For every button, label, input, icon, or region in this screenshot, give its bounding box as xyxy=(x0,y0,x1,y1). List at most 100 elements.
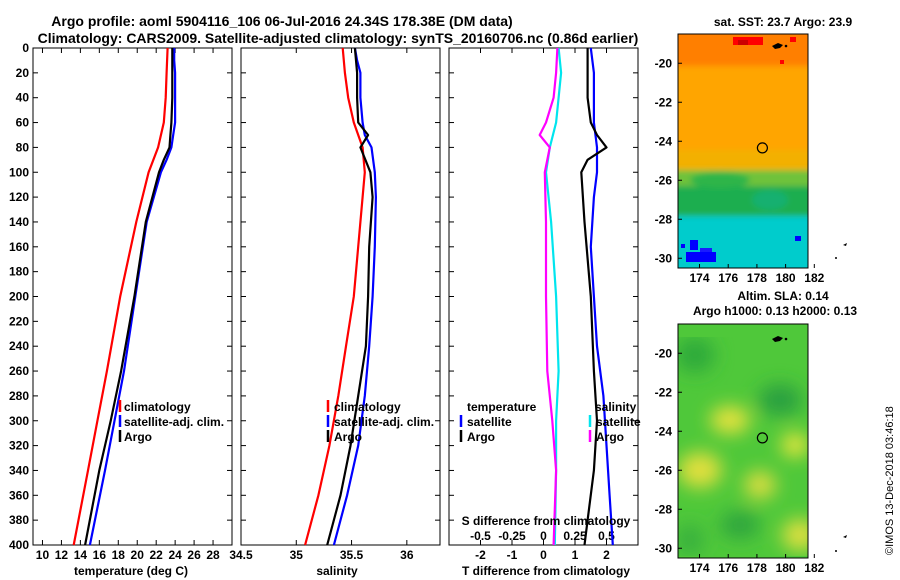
x-tick-label: 28 xyxy=(206,548,220,562)
difference-series xyxy=(538,47,614,546)
series-line-climatology xyxy=(72,47,169,546)
depth-tick-label: 320 xyxy=(9,439,29,453)
sla-map-title: Altim. SLA: 0.14 xyxy=(737,289,829,303)
difference-temperature-legend: temperature satellite Argo xyxy=(459,400,537,444)
series-line-satellite-adj-clim- xyxy=(88,48,177,546)
sst-map-islands xyxy=(772,43,847,259)
x-tick-label: 36 xyxy=(400,548,414,562)
depth-tick-label: 60 xyxy=(16,116,30,130)
map-x-tick-label: 174 xyxy=(690,561,710,575)
sla-map-islands xyxy=(772,336,847,552)
map-x-tick-label: 176 xyxy=(718,561,738,575)
s-axis-tick-label: -0.25 xyxy=(498,529,526,543)
series-line-argo xyxy=(84,48,174,546)
x-tick-label: 2 xyxy=(603,548,610,562)
map-x-tick-label: 178 xyxy=(747,271,767,285)
sla-map-axes: 174 176 178 180 182 -20 -22 -24 -26 -28 -30 xyxy=(655,346,825,575)
map-y-tick-label: -24 xyxy=(655,424,673,438)
temperature-plot-frame xyxy=(32,47,233,546)
series-line-satellite-adj-clim- xyxy=(332,47,377,546)
map-y-tick-label: -30 xyxy=(655,541,673,555)
map-y-tick-label: -24 xyxy=(655,134,673,148)
depth-tick-label: 220 xyxy=(9,314,29,328)
legend-label-satellite: satellite-adj. clim. xyxy=(124,415,224,429)
x-tick-label: 0 xyxy=(540,548,547,562)
depth-tick-label: 260 xyxy=(9,364,29,378)
salinity-x-axis: 34.5 35 35.5 36 xyxy=(229,48,414,562)
difference-x-axis: -2 -1 0 1 2-0.5 -0.25 0 0.25 0.5 xyxy=(470,48,615,562)
temperature-legend: climatology satellite-adj. clim. Argo xyxy=(118,400,224,444)
sla-heatmap xyxy=(678,324,808,558)
imos-credit: ©IMOS 13-Dec-2018 03:46:18 xyxy=(884,406,896,555)
legend-label-climatology: climatology xyxy=(334,400,401,414)
x-tick-label: 1 xyxy=(572,548,579,562)
depth-tick-label: 200 xyxy=(9,290,29,304)
legend-title-salinity: salinity xyxy=(595,400,637,414)
depth-tick-label: 20 xyxy=(16,66,30,80)
map-x-tick-label: 174 xyxy=(690,271,710,285)
map-y-tick-label: -26 xyxy=(655,463,673,477)
depth-tick-label: 240 xyxy=(9,339,29,353)
legend-label-s-satellite: satellite xyxy=(596,415,641,429)
depth-tick-label: 280 xyxy=(9,389,29,403)
sla-map-subtitle: Argo h1000: 0.13 h2000: 0.13 xyxy=(693,304,857,318)
legend-label-argo: Argo xyxy=(124,430,152,444)
sst-map-frame xyxy=(677,33,809,269)
x-tick-label: 12 xyxy=(55,548,69,562)
depth-tick-label: 120 xyxy=(9,190,29,204)
figure-title-line2: Climatology: CARS2009. Satellite-adjuste… xyxy=(38,30,639,46)
x-tick-label: 18 xyxy=(112,548,126,562)
depth-tick-label: 180 xyxy=(9,265,29,279)
series-line-climatology xyxy=(304,47,366,546)
sst-map-title: sat. SST: 23.7 Argo: 23.9 xyxy=(714,15,853,29)
map-y-tick-label: -20 xyxy=(655,56,673,70)
s-axis-tick-label: 0 xyxy=(540,529,547,543)
legend-label-satellite: satellite-adj. clim. xyxy=(334,415,434,429)
x-tick-label: 35.5 xyxy=(340,548,364,562)
sla-map-frame xyxy=(677,323,809,559)
t-difference-axis-label: T difference from climatology xyxy=(462,564,630,578)
depth-tick-label: 0 xyxy=(22,41,29,55)
s-axis-tick-label: -0.5 xyxy=(470,529,491,543)
map-y-tick-label: -22 xyxy=(655,385,673,399)
depth-tick-label: 360 xyxy=(9,488,29,502)
depth-tick-label: 380 xyxy=(9,513,29,527)
x-tick-label: 16 xyxy=(93,548,107,562)
map-y-tick-label: -30 xyxy=(655,251,673,265)
salinity-axis-label: salinity xyxy=(316,564,358,578)
map-x-tick-label: 182 xyxy=(804,271,824,285)
depth-tick-label: 40 xyxy=(16,91,30,105)
x-tick-label: 20 xyxy=(131,548,145,562)
salinity-series xyxy=(304,47,377,546)
temperature-axis-label: temperature (deg C) xyxy=(74,564,188,578)
series-line-s-argo xyxy=(538,47,559,546)
map-x-tick-label: 176 xyxy=(718,271,738,285)
depth-tick-label: 300 xyxy=(9,414,29,428)
difference-plot-frame xyxy=(448,47,639,546)
map-x-tick-label: 182 xyxy=(804,561,824,575)
difference-salinity-legend: salinity satellite Argo xyxy=(588,400,641,444)
legend-label-climatology: climatology xyxy=(124,400,191,414)
depth-tick-label: 400 xyxy=(9,538,29,552)
map-x-tick-label: 178 xyxy=(747,561,767,575)
series-line-t-argo xyxy=(580,48,608,546)
temperature-x-axis: 10 12 14 16 18 20 22 24 26 28 xyxy=(36,48,220,562)
depth-tick-label: 340 xyxy=(9,463,29,477)
x-tick-label: 22 xyxy=(150,548,164,562)
legend-title-temperature: temperature xyxy=(467,400,537,414)
series-line-t-satellite xyxy=(589,47,614,546)
legend-label-s-argo: Argo xyxy=(596,430,624,444)
x-tick-label: -2 xyxy=(475,548,486,562)
s-difference-axis-label: S difference from climatology xyxy=(462,514,631,528)
figure-title-line1: Argo profile: aoml 5904116_106 06-Jul-20… xyxy=(51,13,512,29)
x-tick-label: -1 xyxy=(507,548,518,562)
x-tick-label: 10 xyxy=(36,548,50,562)
salinity-plot-frame xyxy=(240,47,441,546)
map-y-tick-label: -22 xyxy=(655,95,673,109)
depth-tick-label: 80 xyxy=(16,140,30,154)
depth-axis: 0 20 40 60 80 100 120 140 160 180 200 220 240 260 280 3… xyxy=(9,41,638,552)
map-y-tick-label: -28 xyxy=(655,212,673,226)
map-x-tick-label: 180 xyxy=(776,271,796,285)
sst-map-axes: 174 176 178 180 182 -20 -22 -24 -26 -28 -30 xyxy=(655,56,825,285)
